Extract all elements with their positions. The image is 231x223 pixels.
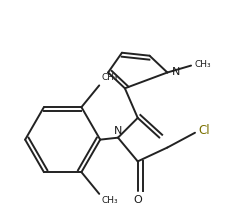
Text: O: O	[133, 195, 142, 205]
Text: N: N	[113, 126, 122, 136]
Text: N: N	[172, 68, 180, 77]
Text: CH₃: CH₃	[101, 73, 117, 83]
Text: CH₃: CH₃	[101, 196, 117, 205]
Text: CH₃: CH₃	[193, 60, 210, 69]
Text: Cl: Cl	[197, 124, 209, 137]
